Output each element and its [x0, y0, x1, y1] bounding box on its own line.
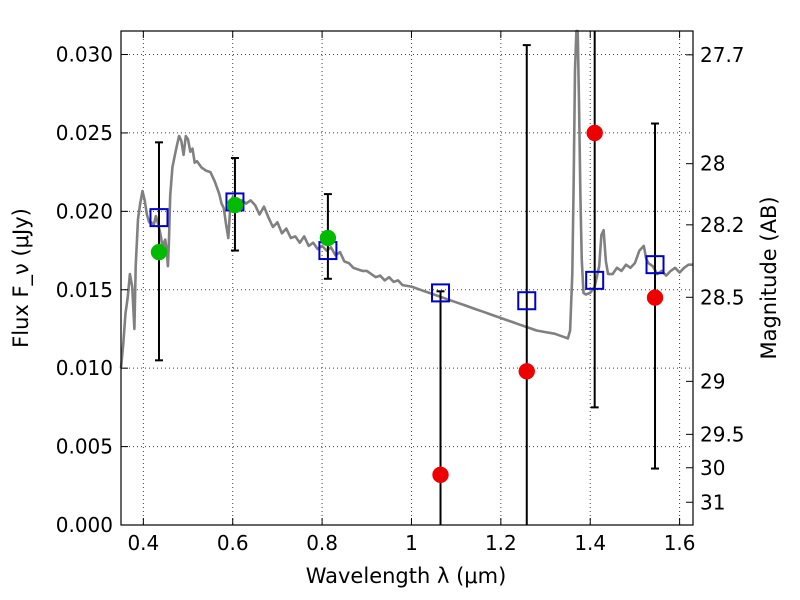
right-tick-label: 29 — [700, 369, 725, 393]
y-tick-label: 0.015 — [56, 278, 113, 302]
detection-point — [226, 196, 244, 214]
right-axis-label: Magnitude (AB) — [757, 196, 781, 359]
model-photometry-square — [585, 270, 605, 290]
y-tick-label: 0.025 — [56, 121, 113, 145]
detection-point — [150, 243, 168, 261]
x-tick-label: 1.4 — [574, 531, 606, 555]
right-tick-label: 30 — [700, 456, 725, 480]
x-tick-label: 0.8 — [306, 531, 338, 555]
right-tick-label: 28.2 — [700, 213, 745, 237]
model-photometry-square — [431, 283, 451, 303]
y-tick-label: 0.000 — [56, 513, 113, 537]
detection-point — [319, 229, 337, 247]
observations-layer — [150, 124, 664, 484]
non-detection-point — [432, 466, 449, 484]
y-tick-label: 0.020 — [56, 199, 113, 223]
right-tick-label: 28.5 — [700, 285, 745, 309]
ticks: 0.4 0.6 0.8 1 1.2 1.4 1.6 0.000 0.005 0.010 0.015 0… — [56, 31, 745, 555]
y-axis-label: Flux F_ν (μJy) — [9, 208, 34, 348]
y-tick-label: 0.010 — [56, 356, 113, 380]
plot-frame — [120, 30, 694, 526]
non-detection-point — [586, 124, 603, 142]
right-tick-label: 28 — [700, 152, 725, 176]
y-tick-label: 0.005 — [56, 435, 113, 459]
sed-model-layer — [119, 29, 693, 369]
x-axis-label: Wavelength λ (μm) — [306, 564, 507, 588]
right-tick-label: 31 — [700, 490, 725, 514]
x-tick-label: 0.6 — [217, 531, 249, 555]
model-photometry-layer — [149, 192, 665, 311]
x-tick-label: 0.4 — [127, 531, 159, 555]
y-tick-label: 0.030 — [56, 43, 113, 67]
x-tick-label: 1.2 — [485, 531, 517, 555]
model-photometry-square — [645, 255, 665, 275]
x-tick-label: 1 — [405, 531, 418, 555]
right-tick-label: 27.7 — [700, 43, 745, 67]
non-detection-point — [646, 289, 664, 306]
x-tick-label: 1.6 — [664, 531, 696, 555]
model-photometry-square — [517, 291, 537, 311]
sed-model-line — [119, 29, 693, 369]
non-detection-point — [518, 363, 536, 380]
model-photometry-square — [149, 208, 169, 228]
right-tick-label: 29.5 — [700, 422, 745, 446]
